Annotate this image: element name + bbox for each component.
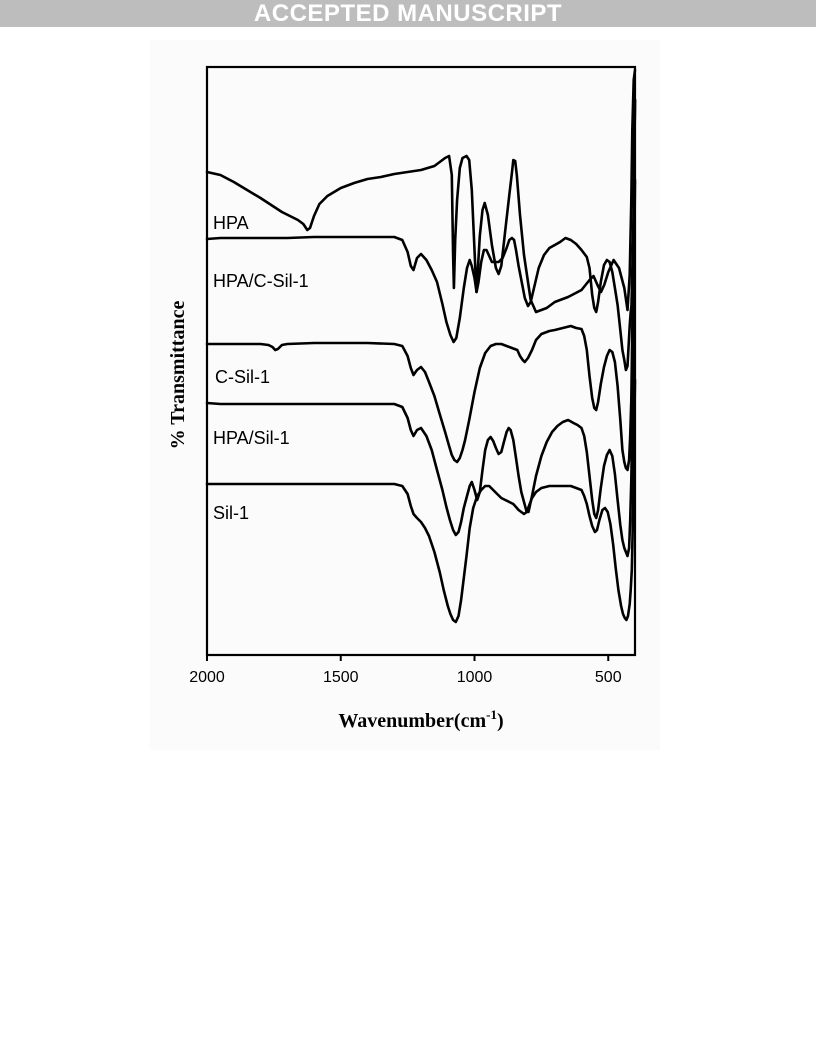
series-line-hpa bbox=[205, 68, 637, 314]
x-axis-title-main: Wavenumber(cm bbox=[338, 710, 486, 732]
x-tick-label: 1000 bbox=[457, 669, 493, 686]
x-axis-ticks: 2000 1500 1000 500 bbox=[189, 655, 622, 686]
figure-panel bbox=[150, 40, 660, 750]
series-line-hpa-c-sil-1 bbox=[205, 98, 637, 372]
series-line-sil-1 bbox=[205, 378, 637, 624]
x-tick-label: 2000 bbox=[189, 669, 225, 686]
y-axis-title: % Transmittance bbox=[167, 301, 189, 450]
series-label-c-sil-1: C-Sil-1 bbox=[215, 367, 270, 387]
x-axis-title-sup: -1 bbox=[486, 707, 497, 722]
series-line-c-sil-1 bbox=[205, 98, 637, 472]
series-curves bbox=[205, 68, 637, 624]
banner-text: ACCEPTED MANUSCRIPT bbox=[253, 0, 563, 27]
series-label-hpa-sil-1: HPA/Sil-1 bbox=[213, 428, 290, 448]
x-tick-label: 1500 bbox=[323, 669, 359, 686]
series-label-sil-1: Sil-1 bbox=[213, 503, 249, 523]
series-labels: HPA HPA/C-Sil-1 C-Sil-1 HPA/Sil-1 Sil-1 bbox=[213, 213, 309, 523]
series-label-hpa-c-sil-1: HPA/C-Sil-1 bbox=[213, 271, 309, 291]
series-line-hpa-sil-1 bbox=[205, 178, 637, 558]
x-axis-title-tail: ) bbox=[497, 710, 504, 732]
x-tick-label: 500 bbox=[595, 669, 622, 686]
series-label-hpa: HPA bbox=[213, 213, 249, 233]
accepted-manuscript-banner: ACCEPTED MANUSCRIPT bbox=[0, 0, 816, 27]
x-axis-title: Wavenumber(cm-1) bbox=[338, 707, 503, 732]
plot-frame bbox=[205, 65, 637, 657]
